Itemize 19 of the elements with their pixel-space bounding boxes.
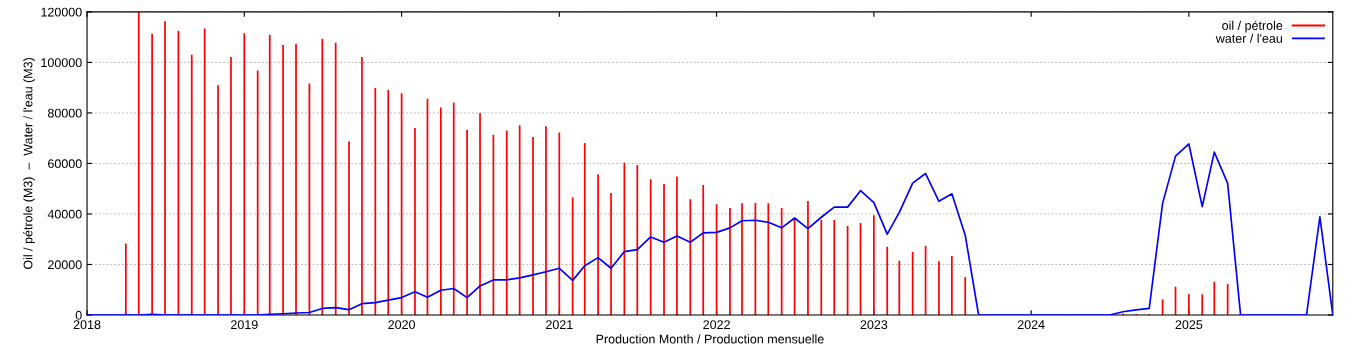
legend-label: water / l'eau — [1215, 33, 1282, 43]
x-tick-label: 2021 — [546, 320, 573, 330]
x-axis-title: Production Month / Production mensuelle — [596, 334, 824, 344]
y-tick-label: 40000 — [47, 209, 82, 219]
y-tick-label: 20000 — [48, 260, 82, 270]
y-axis-title: Oil / pétrole (M3) – Water / l'eau (M3) — [23, 58, 35, 270]
y-tick-label: 120000 — [41, 7, 82, 17]
x-tick-label: 2020 — [388, 320, 416, 330]
x-tick-label: 2018 — [73, 320, 101, 330]
x-tick-label: 2024 — [1017, 320, 1045, 330]
x-tick-label: 2025 — [1175, 320, 1203, 330]
x-tick-label: 2019 — [231, 320, 258, 330]
y-tick-label: 80000 — [47, 108, 82, 118]
y-tick-label: 0 — [75, 310, 82, 320]
x-tick-label: 2022 — [703, 320, 730, 330]
y-tick-label: 100000 — [41, 58, 82, 68]
x-tick-label: 2023 — [860, 320, 888, 330]
y-tick-label: 60000 — [48, 159, 82, 169]
legend-label: oil / pétrole — [1222, 20, 1283, 33]
